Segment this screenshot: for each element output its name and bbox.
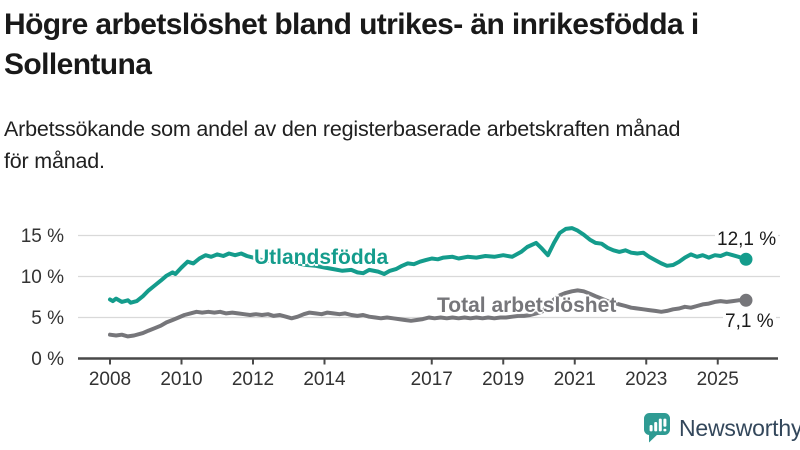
page-title-line-2: Sollentuna xyxy=(4,48,152,81)
series-label-utlandsfodda: Utlandsfödda xyxy=(254,246,389,269)
x-axis-tick-label: 2010 xyxy=(160,369,202,390)
logo-bar-tall xyxy=(658,418,662,432)
newsworthy-brand-text: Newsworthy xyxy=(679,414,800,441)
logo-bubble-tail xyxy=(649,432,659,443)
y-axis-tick-label: 5 % xyxy=(31,308,64,329)
series-endpoint-utlandsfodda xyxy=(739,252,753,266)
end-value-label-utlandsfodda: 12,1 % xyxy=(715,229,779,251)
logo-exclamation-bar xyxy=(663,418,667,427)
newsworthy-logo-icon xyxy=(644,413,670,443)
y-axis-tick-label: 10 % xyxy=(21,267,64,288)
newsworthy-logo[interactable]: Newsworthy xyxy=(643,411,800,445)
page-title-line-1: Högre arbetslöshet bland utrikes- än inr… xyxy=(4,8,699,41)
logo-bar-small xyxy=(649,425,653,432)
y-axis-tick-label: 15 % xyxy=(21,226,64,247)
series-line-total xyxy=(108,288,748,339)
chart-subtitle-line-2: för månad. xyxy=(4,149,105,173)
page-title: Högre arbetslöshet bland utrikes- än inr… xyxy=(4,5,792,85)
series-line-utlandsfodda xyxy=(108,226,748,305)
x-axis-tick-label: 2021 xyxy=(554,369,596,390)
x-axis-tick-label: 2025 xyxy=(697,369,739,390)
x-axis-tick-label: 2012 xyxy=(232,369,274,390)
x-axis-tick-label: 2023 xyxy=(625,369,667,390)
x-axis-tick-label: 2008 xyxy=(89,369,131,390)
logo-bar-medium xyxy=(654,422,658,432)
x-axis-tick-label: 2014 xyxy=(303,369,346,390)
x-axis-tick-label: 2019 xyxy=(482,369,524,390)
series-endpoint-total xyxy=(739,293,753,307)
end-value-label-total: 7,1 % xyxy=(723,311,776,333)
logo-exclamation-dot xyxy=(663,428,667,432)
y-axis-tick-label: 0 % xyxy=(31,349,64,370)
series-label-total-arbetsloshet: Total arbetslöshet xyxy=(437,294,617,317)
chart-subtitle: Arbetssökande som andel av den registerb… xyxy=(4,113,792,177)
chart-subtitle-line-1: Arbetssökande som andel av den registerb… xyxy=(4,117,681,141)
x-axis-tick-label: 2017 xyxy=(411,369,453,390)
